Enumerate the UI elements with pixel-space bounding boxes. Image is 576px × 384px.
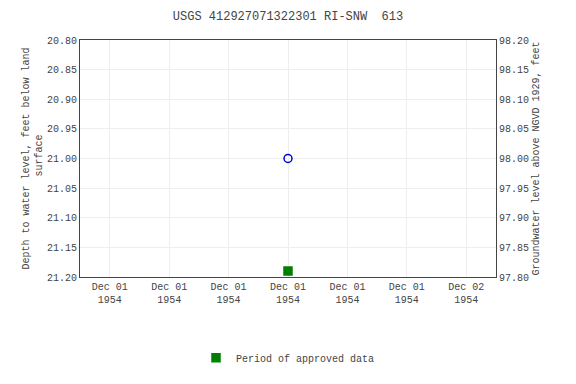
- svg-text:98.15: 98.15: [499, 65, 529, 76]
- svg-text:Dec 011954: Dec 011954: [211, 282, 247, 306]
- svg-text:21.00: 21.00: [47, 154, 77, 165]
- svg-text:Dec 011954: Dec 011954: [151, 282, 187, 306]
- svg-text:98.05: 98.05: [499, 124, 529, 135]
- svg-text:USGS 412927071322301 RI-SNW 6: USGS 412927071322301 RI-SNW 613: [173, 10, 403, 24]
- svg-text:97.90: 97.90: [499, 213, 529, 224]
- svg-text:20.80: 20.80: [47, 36, 77, 47]
- svg-text:97.85: 97.85: [499, 243, 529, 254]
- svg-text:98.20: 98.20: [499, 36, 529, 47]
- svg-text:Depth to water level, feet bel: Depth to water level, feet below land su…: [21, 47, 45, 269]
- svg-text:Dec 011954: Dec 011954: [92, 282, 128, 306]
- svg-text:97.80: 97.80: [499, 273, 529, 284]
- svg-text:20.95: 20.95: [47, 124, 77, 135]
- svg-text:20.90: 20.90: [47, 95, 77, 106]
- svg-text:21.15: 21.15: [47, 243, 77, 254]
- svg-text:98.00: 98.00: [499, 154, 529, 165]
- svg-text:Period of approved data: Period of approved data: [236, 354, 374, 365]
- svg-text:98.10: 98.10: [499, 95, 529, 106]
- svg-text:97.95: 97.95: [499, 184, 529, 195]
- svg-text:Dec 021954: Dec 021954: [448, 282, 484, 306]
- svg-text:21.05: 21.05: [47, 184, 77, 195]
- svg-text:Dec 011954: Dec 011954: [389, 282, 425, 306]
- svg-text:21.10: 21.10: [47, 213, 77, 224]
- svg-text:20.85: 20.85: [47, 65, 77, 76]
- svg-text:Dec 011954: Dec 011954: [329, 282, 365, 306]
- svg-text:Dec 011954: Dec 011954: [270, 282, 306, 306]
- svg-text:Groundwater level above NGVD 1: Groundwater level above NGVD 1929, feet: [531, 41, 542, 275]
- svg-text:21.20: 21.20: [47, 273, 77, 284]
